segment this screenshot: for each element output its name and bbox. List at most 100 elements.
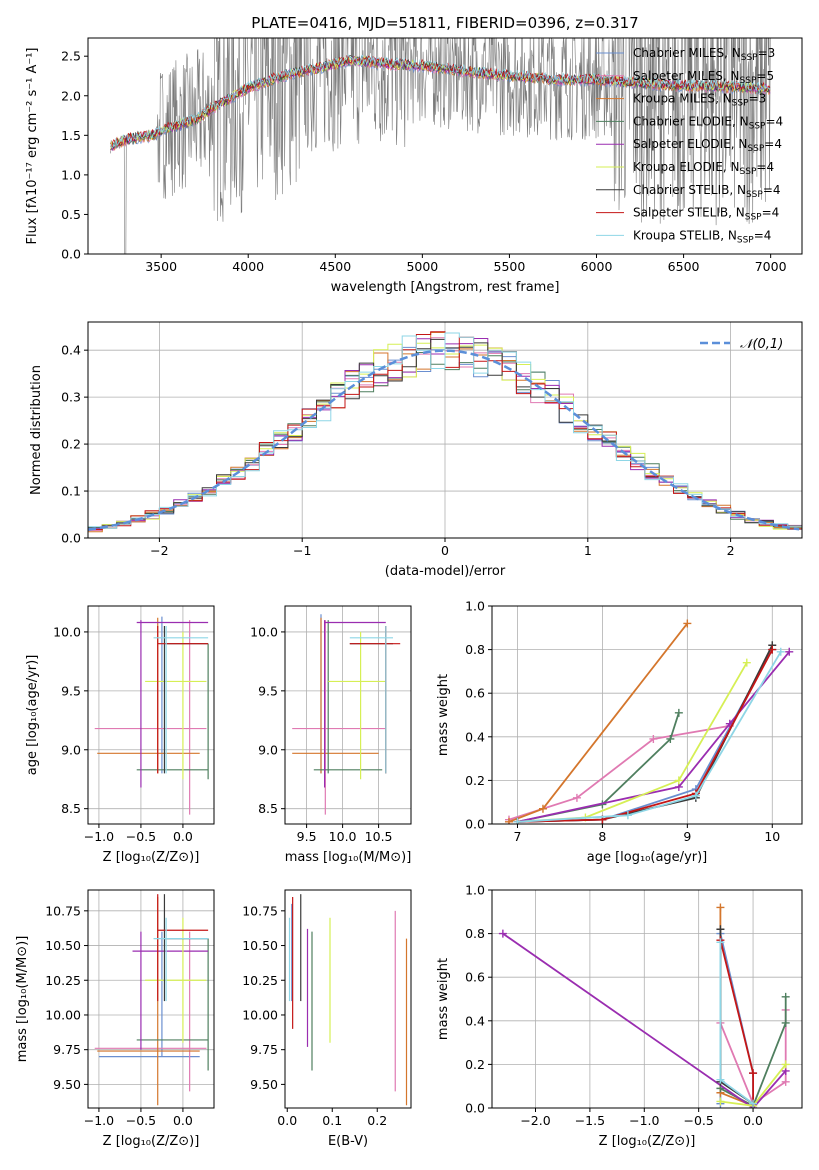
y-axis-label: Flux [fλ10⁻¹⁷ erg cm⁻² s⁻¹ A⁻¹] (25, 48, 40, 245)
legend-nssp-subscript: SSP (741, 53, 758, 63)
legend-nssp-subscript: SSP (740, 76, 757, 86)
panel-age_vs_Z: −1.0 −0.5 0.0 8.5 9.0 9.5 10.0 Z [log₁₀(Z/Z⊙)] a… (25, 605, 215, 865)
x-tick-label: 5500 (494, 259, 526, 274)
panel-age_vs_mass: 9.5 10.0 10.5 8.5 9.0 9.5 10.0 mass [log₁₀(M/M⊙… (250, 605, 412, 865)
legend-nssp-prefix: , N (715, 92, 732, 106)
plus-marker (649, 734, 658, 743)
y-tick-label: 0.3 (61, 390, 81, 405)
legend-entry: Salpeter MILES, NSSP=5 (633, 69, 774, 86)
plus-marker (749, 1099, 758, 1108)
weight-line (517, 649, 774, 823)
plus-marker (781, 992, 790, 1001)
x-tick-label: 5000 (406, 259, 438, 274)
x-tick-label: 0.0 (277, 1113, 297, 1128)
y-tick-label: 10.00 (242, 1007, 278, 1022)
series-kroupa-miles (504, 619, 692, 824)
marker-kroupa-stelib (153, 626, 209, 774)
x-axis-label: E(B-V) (328, 1134, 368, 1149)
legend-nssp-eq: = (756, 69, 766, 83)
x-tick-label: 2 (727, 543, 735, 558)
legend-nssp-value: 4 (766, 160, 774, 174)
legend-nssp-value: 4 (773, 183, 781, 197)
x-tick-label: −1.0 (84, 829, 114, 844)
legend-nssp-value: 5 (766, 69, 774, 83)
x-tick-label: 0.0 (743, 1113, 763, 1128)
plus-marker (768, 645, 777, 654)
x-tick-label: 9 (683, 829, 691, 844)
spectrum-data-group (110, 38, 771, 254)
y-tick-label: 10.0 (53, 624, 81, 639)
legend-entry: Chabrier MILES, NSSP=3 (633, 46, 775, 63)
marker-kroupa-elodie (328, 631, 386, 780)
normal-distribution-curve (88, 349, 800, 532)
plus-marker (781, 1018, 790, 1027)
weight-line (517, 649, 774, 823)
y-tick-label: 2.0 (61, 88, 81, 103)
x-tick-label: −1.0 (629, 1113, 659, 1128)
y-tick-label: 0.2 (465, 773, 485, 788)
series-kroupa-stelib (716, 938, 758, 1108)
plus-marker (776, 647, 785, 656)
y-tick-label: 0.5 (61, 207, 81, 222)
series-chabrier-miles (513, 645, 777, 824)
x-tick-label: −0.5 (683, 1113, 713, 1128)
x-tick-label: 4000 (232, 259, 264, 274)
marker-salpeter-stelib (349, 626, 401, 774)
weight-lines-weight_vs_age (504, 619, 794, 824)
histogram-kroupa-stelib (88, 332, 802, 529)
y-tick-label: 0.1 (61, 484, 81, 499)
y-tick-label: 2.5 (61, 49, 81, 64)
x-axis-label: Z [log₁₀(Z/Z⊙)] (103, 850, 200, 865)
axes-frame (87, 321, 803, 539)
marker-salpeter-miles (94, 620, 207, 815)
y-tick-label: 9.5 (61, 683, 81, 698)
x-tick-label: 0.0 (173, 829, 193, 844)
marker-kroupa-elodie (145, 917, 207, 1043)
legend-model: Salpeter MILES (633, 69, 723, 83)
y-tick-label: 0.6 (465, 686, 485, 701)
plus-marker (674, 776, 683, 785)
legend-entry: Kroupa ELODIE, NSSP=4 (633, 160, 774, 177)
marker-salpeter-miles (94, 931, 207, 1092)
marker-kroupa-miles (97, 896, 200, 1106)
marker-kroupa-stelib (349, 626, 393, 774)
x-tick-label: −1 (293, 543, 311, 558)
y-tick-label: 0.2 (465, 1057, 485, 1072)
x-tick-label: −0.5 (126, 1113, 156, 1128)
panel-mass_vs_ebv: 0.0 0.1 0.2 9.50 9.75 10.00 10.25 10.50 10.75 E(B… (242, 889, 412, 1149)
x-tick-label: 10 (764, 829, 780, 844)
model-spectrum-kroupa-elodie (110, 55, 771, 151)
legend-nssp-eq: = (764, 137, 774, 151)
series-salpeter-stelib (513, 645, 777, 824)
weight-line (517, 644, 774, 823)
x-axis-label: wavelength [Angstrom, rest frame] (331, 280, 560, 295)
y-tick-label: 9.0 (61, 742, 81, 757)
y-tick-label: 10.00 (45, 1007, 81, 1022)
x-tick-label: 6500 (668, 259, 700, 274)
y-axis-label: age [log₁₀(age/yr)] (25, 655, 40, 776)
y-tick-label: 10.75 (45, 903, 81, 918)
legend-model: Chabrier STELIB (633, 183, 729, 197)
series-kroupa-stelib (513, 647, 785, 824)
series-chabrier-stelib (513, 641, 777, 824)
y-axis-label: Normed distribution (29, 365, 44, 495)
x-tick-label: 4500 (319, 259, 351, 274)
x-tick-label: −2.0 (520, 1113, 550, 1128)
weight-line (719, 942, 754, 1105)
legend-nssp-value: 4 (764, 228, 772, 242)
plus-marker (513, 817, 522, 824)
plus-marker (666, 734, 675, 743)
legend-model: Chabrier MILES (633, 46, 724, 60)
plus-marker (781, 1077, 790, 1086)
legend-nssp-eq: = (763, 183, 773, 197)
legend-nssp-eq: = (749, 92, 759, 106)
legend-entry: Chabrier STELIB, NSSP=4 (633, 183, 781, 200)
x-tick-label: 3500 (145, 259, 177, 274)
y-tick-label: 10.50 (242, 938, 278, 953)
axes-frame (87, 889, 215, 1109)
legend-nssp-subscript: SSP (749, 121, 766, 131)
y-tick-label: 9.50 (250, 1077, 278, 1092)
legend-normal-label: 𝒩(0,1) (740, 337, 783, 352)
figure-title: PLATE=0416, MJD=51811, FIBERID=0396, z=0… (251, 14, 638, 32)
